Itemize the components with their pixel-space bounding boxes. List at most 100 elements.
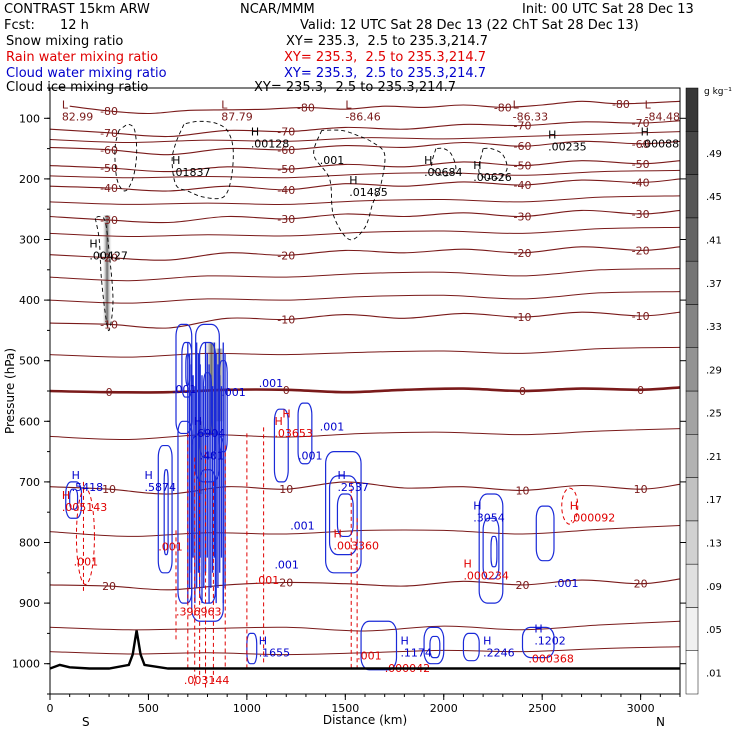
extremum-mark: H xyxy=(641,126,649,139)
isotherm-label: 0 xyxy=(106,386,113,399)
colorbar-level: .21 xyxy=(706,452,722,463)
extremum-mark: H xyxy=(337,469,345,482)
y-tick-label: 900 xyxy=(19,597,40,610)
valid-time: Valid: 12 UTC Sat 28 Dec 13 (22 ChT Sat … xyxy=(300,18,639,33)
extremum-label: H.005143 xyxy=(62,489,108,514)
cloud-water-contour-27 xyxy=(521,626,555,659)
extremum-label: H.00427 xyxy=(89,238,128,263)
extremum-value: .00235 xyxy=(548,141,587,154)
extremum-value: .003360 xyxy=(334,539,380,552)
extremum-label: H.00088 xyxy=(641,126,680,151)
extremum-value: .001 xyxy=(554,577,579,590)
y-tick-label: 500 xyxy=(19,355,40,368)
isotherm-label: -80 xyxy=(100,105,118,118)
isotherm-label: -60 xyxy=(277,144,295,157)
extremum-label: .003144 xyxy=(184,674,230,687)
isotherm-9 xyxy=(50,481,680,495)
extremum-label: H.3054 xyxy=(473,499,505,524)
extremum-label: .396963 xyxy=(176,605,222,618)
isotherm-label: -20 xyxy=(514,247,532,260)
extremum-mark: H xyxy=(259,635,267,648)
extremum-mark: H xyxy=(334,527,342,540)
extremum-value: .001 xyxy=(290,519,315,532)
colorbar-segment xyxy=(685,174,699,219)
x-tick-label: 0 xyxy=(47,702,54,715)
extremum-mark: H xyxy=(349,174,357,187)
extremum-value: .2246 xyxy=(483,647,515,660)
isotherm-label: 20 xyxy=(279,576,293,589)
isotherm-label: -30 xyxy=(100,214,118,227)
cloud-water-contour-18 xyxy=(336,493,354,538)
extremum-label: H.01485 xyxy=(349,174,388,199)
isotherm-label: -40 xyxy=(100,182,118,195)
y-tick-label: 400 xyxy=(19,294,40,307)
cloud-water-contour-24 xyxy=(423,626,445,665)
cloud-water-contour-15 xyxy=(297,402,313,465)
colorbar-level: .37 xyxy=(706,279,722,290)
y-tick-label: 300 xyxy=(19,234,40,247)
colorbar-segment xyxy=(685,434,699,478)
cloud-water-contour-16 xyxy=(325,451,362,574)
isotherm-4 xyxy=(50,178,680,192)
colorbar-level: .01 xyxy=(706,668,722,679)
extremum-value: .00128 xyxy=(251,138,290,151)
extremum-mark: H xyxy=(282,407,290,420)
south-end-label: S xyxy=(82,715,90,729)
isotherm-label: 0 xyxy=(519,385,526,398)
x-tick-label: 2500 xyxy=(528,702,556,715)
snow-contour-2 xyxy=(171,120,234,200)
extremum-label: .001 xyxy=(158,541,183,554)
extremum-label: H.1655 xyxy=(259,635,291,660)
extremum-label: H.00684 xyxy=(424,154,463,179)
isotherm-label: -50 xyxy=(632,158,650,171)
extremum-label: H.6904 xyxy=(194,415,226,440)
forecast-hour: 12 h xyxy=(60,18,89,33)
extremum-mark: L xyxy=(62,98,69,111)
isotherm-label: 0 xyxy=(283,384,290,397)
isotherm-label: -30 xyxy=(632,208,650,221)
extremum-value: .1655 xyxy=(259,647,291,660)
extremum-value: .03653 xyxy=(274,427,313,440)
y-tick-label: 600 xyxy=(19,415,40,428)
extremum-value: .5874 xyxy=(145,481,177,494)
extremum-value: .001 xyxy=(274,559,299,572)
extremum-mark: H xyxy=(62,489,70,502)
extremum-label: .001 xyxy=(274,559,299,572)
isotherm-minor-4 xyxy=(50,268,680,282)
extremum-label: H.000234 xyxy=(463,558,509,583)
colorbar-level: .13 xyxy=(706,539,722,550)
x-tick-label: 500 xyxy=(138,702,159,715)
extremum-label: .001 xyxy=(554,577,579,590)
colorbar-segment xyxy=(685,563,699,608)
extremum-mark: H xyxy=(483,635,491,648)
field-name-cloud-water: Cloud water mixing ratio xyxy=(6,66,167,81)
colorbar-segment xyxy=(685,520,699,565)
extremum-value: .01485 xyxy=(349,186,388,199)
extremum-label: H.1174 xyxy=(400,635,432,660)
org-label: NCAR/MMM xyxy=(240,2,315,17)
extremum-value: .5418 xyxy=(72,481,104,494)
cloud-water-contour-28 xyxy=(246,632,258,665)
extremum-value: .001 xyxy=(74,556,99,569)
extremum-label: L82.99 xyxy=(62,98,94,123)
colorbar-segment xyxy=(685,390,699,435)
y-axis-label: Pressure (hPa) xyxy=(3,348,17,434)
extremum-label: H.5874 xyxy=(145,469,177,494)
colorbar-level: .05 xyxy=(706,625,722,636)
y-tick-label: 800 xyxy=(19,537,40,550)
cloud-water-contour-7 xyxy=(157,444,173,574)
isotherm-1 xyxy=(50,120,680,138)
extremum-mark: H xyxy=(194,415,202,428)
field-xy-cloud-water: XY= 235.3, 2.5 to 235.3,214.7 xyxy=(284,66,487,81)
isotherm-label: -70 xyxy=(514,120,532,133)
extremum-value: .3054 xyxy=(473,511,505,524)
extremum-value: .6904 xyxy=(194,427,226,440)
isotherm-3 xyxy=(50,160,680,173)
colorbar-segment xyxy=(685,260,699,305)
extremum-mark: H xyxy=(274,415,282,428)
isotherm-label: -10 xyxy=(100,318,118,331)
extremum-mark: H xyxy=(473,159,481,172)
extremum-label: L87.79 xyxy=(221,98,253,123)
extremum-mark: L xyxy=(345,98,352,111)
extremum-value: .401 xyxy=(200,450,225,463)
